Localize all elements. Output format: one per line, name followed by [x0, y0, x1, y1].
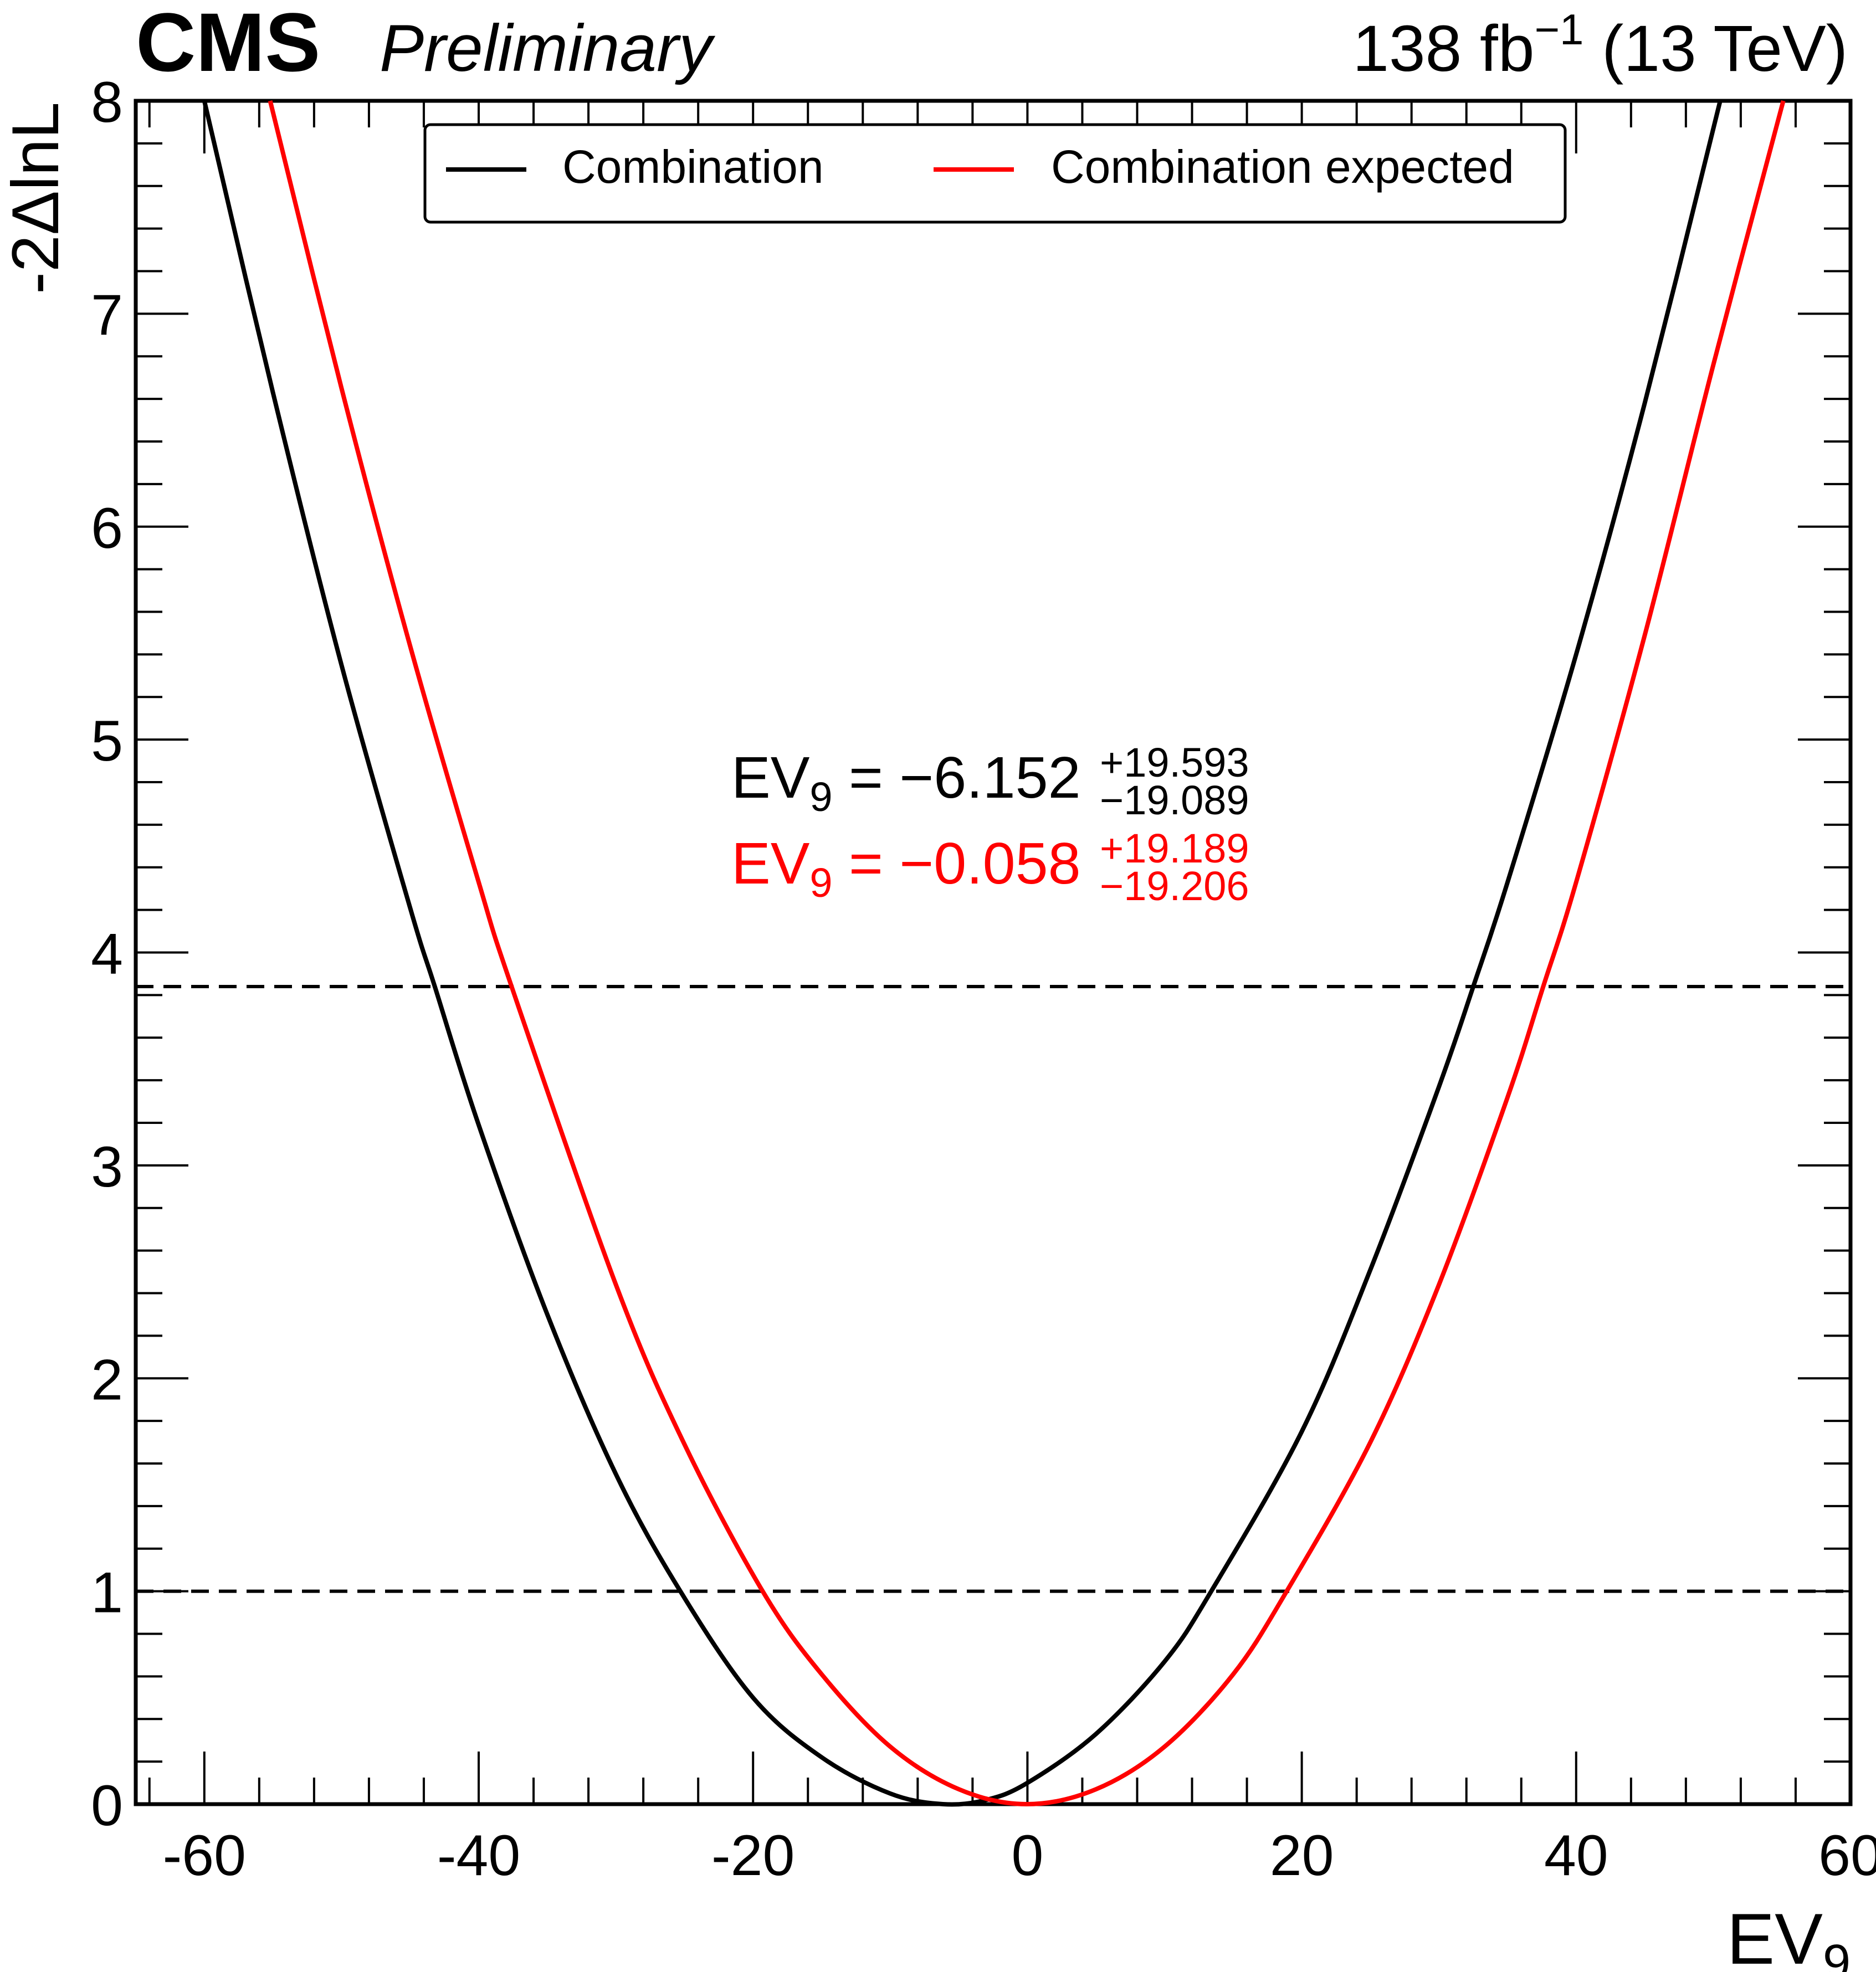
x-tick-label: 40	[1544, 1824, 1608, 1888]
x-axis-title-main: EV	[1727, 1898, 1823, 1972]
observed-value: = −6.152	[833, 745, 1081, 810]
expected-minus-error: −19.206	[1100, 863, 1249, 909]
observed-plus-error: +19.593	[1100, 740, 1249, 785]
observed-result: EV9 = −6.152 +19.593 −19.089	[731, 740, 1249, 823]
x-tick-label: 0	[1011, 1824, 1043, 1888]
legend-label-expected: Combination expected	[1051, 141, 1514, 193]
y-tick-label: 0	[91, 1774, 123, 1838]
y-tick-label: 2	[91, 1348, 123, 1412]
x-tick-label: 60	[1818, 1824, 1876, 1888]
expected-plus-error: +19.189	[1100, 825, 1249, 871]
reference-lines	[136, 985, 1851, 1593]
expected-subscript: 9	[809, 860, 832, 906]
expected-value: = −0.058	[833, 831, 1081, 896]
legend-box	[423, 123, 1567, 224]
y-tick-label: 5	[91, 709, 123, 773]
x-tick-label: 20	[1270, 1824, 1334, 1888]
legend-label-combination: Combination	[562, 141, 824, 193]
observed-subscript: 9	[809, 774, 832, 820]
expected-result: EV9 = −0.058 +19.189 −19.206	[731, 825, 1249, 909]
y-tick-label: 8	[91, 70, 123, 135]
y-tick-label: 7	[91, 283, 123, 347]
x-tick-label: -40	[437, 1824, 520, 1888]
expected-symbol: EV	[731, 831, 810, 896]
lumi-exponent: −1	[1534, 5, 1583, 54]
experiment-label: CMS	[136, 0, 320, 89]
y-axis-title: -2ΔlnL	[0, 102, 73, 294]
luminosity-label: 138 fb−1 (13 TeV)	[1352, 5, 1848, 85]
status-label: Preliminary	[380, 11, 716, 85]
plot-frame	[134, 99, 1853, 1806]
observed-result-main: EV9 = −6.152	[731, 745, 1081, 820]
y-tick-label: 3	[91, 1135, 123, 1199]
y-tick-label: 6	[91, 496, 123, 561]
legend: Combination Combination expected	[423, 123, 1567, 224]
curves	[202, 100, 1786, 1807]
expected-result-main: EV9 = −0.058	[731, 831, 1081, 906]
x-tick-label: -20	[711, 1824, 795, 1888]
x-tick-label: -60	[163, 1824, 246, 1888]
y-tick-label: 1	[91, 1561, 123, 1625]
observed-symbol: EV	[731, 745, 810, 810]
observed-minus-error: −19.089	[1100, 777, 1249, 823]
energy-label: (13 TeV)	[1583, 12, 1848, 85]
curve-combination-expected	[268, 100, 1786, 1806]
y-axis-ticks: 0 1 2 3 4 5 6 7 8	[91, 70, 1851, 1838]
x-axis-title: EV9	[1727, 1898, 1851, 1972]
lumi-value: 138 fb	[1352, 12, 1534, 85]
x-axis-ticks: -60 -40 -20 0 20 40 60	[148, 101, 1876, 1888]
y-tick-label: 4	[91, 922, 123, 987]
curve-combination	[202, 100, 1723, 1807]
x-axis-title-sub: 9	[1823, 1935, 1851, 1972]
